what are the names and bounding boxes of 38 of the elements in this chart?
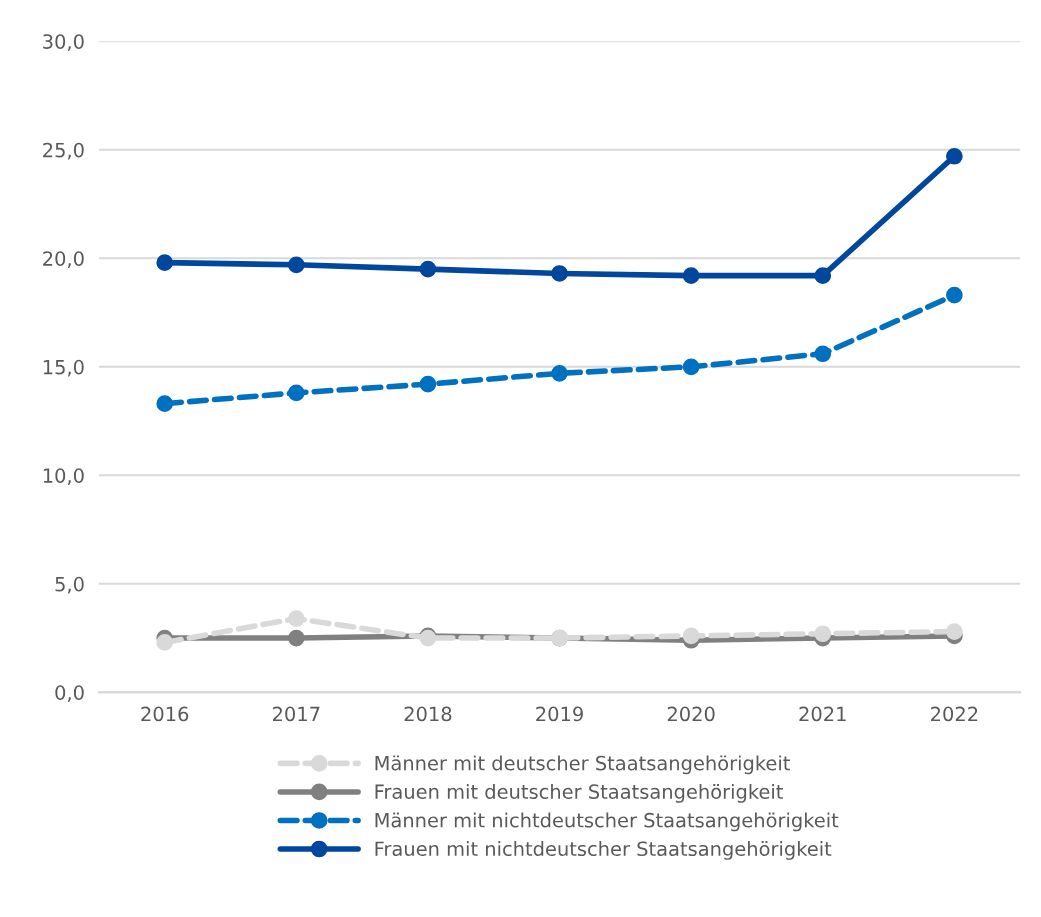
x-tick-label: 2017 [273,706,320,722]
point [156,634,174,651]
point [287,256,305,274]
point [682,627,700,645]
point [682,358,700,376]
point [551,265,568,282]
point [814,267,832,284]
legend-label: Frauen mit deutscher Staatsangehörigkeit [375,783,783,803]
point [946,286,963,304]
x-tick-label: 2016 [141,706,189,722]
x-tick-label: 2019 [536,706,583,722]
point [814,625,832,643]
point [287,384,305,402]
legend-label: Männer mit deutscher Staatsangehörigkeit [375,755,790,775]
point [682,267,700,284]
y-tick-label: 10,0 [43,468,84,485]
x-tick-label: 2018 [404,706,452,722]
point [287,629,305,647]
legend-label: Männer mit nichtdeutscher Staatsangehörigkeit [375,812,839,832]
y-tick-label: 15,0 [43,359,84,377]
point [156,395,174,413]
x-tick-label: 2021 [799,706,846,722]
point [419,375,437,393]
point [287,610,305,627]
point [419,260,437,278]
legend-label: Frauen mit nichtdeutscher Staatsangehörigkeit [375,841,832,860]
point [551,364,568,382]
x-tick-label: 2022 [931,706,978,722]
y-tick-label: 25,0 [43,142,84,160]
point [946,623,963,640]
x-tick-label: 2020 [667,706,715,722]
y-tick-label: 20,0 [43,251,84,268]
point [946,147,963,165]
y-tick-label: 0,0 [55,685,84,702]
point [814,345,832,363]
y-tick-label: 30,0 [43,34,84,51]
y-tick-label: 5,0 [55,576,84,594]
point [156,254,174,271]
